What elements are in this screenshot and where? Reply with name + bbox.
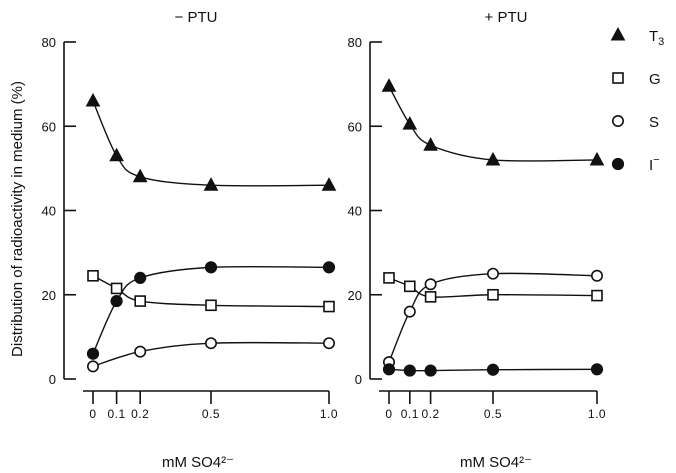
data-point — [402, 116, 418, 130]
series-s — [382, 267, 603, 369]
data-point — [403, 305, 416, 318]
legend-item-s: S — [611, 114, 659, 131]
data-point — [591, 289, 603, 302]
data-point — [424, 291, 437, 303]
data-point — [403, 280, 416, 293]
x-tick-label: 0 — [385, 407, 392, 421]
panel-minus-ptu: − PTU 0 20 40 60 80 0 0.1 0.2 0.5 1.0 mM SO4²⁻ — [42, 9, 338, 471]
x-tick-label: 0.2 — [422, 407, 440, 421]
data-point — [87, 269, 99, 282]
data-point — [321, 177, 337, 191]
series-g — [87, 269, 335, 313]
x-tick-label: 0 — [89, 407, 96, 421]
x-tick-label: 0.5 — [484, 407, 502, 421]
data-point — [590, 363, 604, 376]
data-point — [424, 278, 437, 291]
y-tick-label: 0 — [49, 372, 56, 387]
data-point — [110, 282, 123, 295]
series-s — [87, 337, 335, 373]
data-point — [134, 271, 147, 284]
data-point — [486, 267, 499, 280]
series-i — [382, 363, 604, 377]
y-tick-label: 20 — [42, 288, 56, 303]
x-axis-title: mM SO4²⁻ — [162, 454, 234, 471]
data-point — [382, 363, 396, 376]
data-point — [86, 347, 100, 360]
x-tick-label: 0.1 — [401, 407, 419, 421]
series-line — [388, 272, 598, 363]
legend-marker — [611, 157, 625, 171]
series-t3 — [85, 92, 337, 191]
data-point — [403, 364, 416, 377]
y-tick-label: 60 — [42, 119, 56, 134]
data-point — [383, 272, 395, 284]
x-tick-label: 1.0 — [588, 407, 606, 421]
x-tick-label: 0.2 — [131, 407, 149, 421]
data-point — [424, 364, 437, 377]
y-tick-label: 40 — [42, 204, 56, 219]
y-tick-label: 20 — [348, 288, 362, 303]
legend-item-t3: T3 — [610, 26, 664, 48]
data-point — [590, 269, 603, 282]
data-point — [487, 288, 499, 301]
data-point — [110, 294, 123, 308]
data-point — [322, 337, 335, 350]
legend-marker — [612, 72, 624, 84]
series-i — [86, 261, 336, 360]
data-point — [323, 300, 335, 313]
x-tick-label: 0.5 — [202, 407, 220, 421]
legend-marker — [610, 26, 626, 41]
legend-label: G — [649, 71, 661, 88]
y-tick-label: 40 — [348, 204, 362, 219]
series-t3 — [381, 78, 605, 166]
data-point — [85, 92, 101, 107]
x-tick-label: 1.0 — [320, 407, 338, 421]
data-point — [381, 78, 397, 92]
y-tick-label: 60 — [348, 119, 362, 134]
legend-label: T3 — [649, 28, 664, 48]
x-axis-title: mM SO4²⁻ — [460, 454, 532, 471]
legend-item-g: G — [612, 71, 661, 88]
legend-label: I− — [649, 154, 660, 174]
legend-item-i: I− — [611, 154, 660, 174]
data-point — [204, 261, 218, 274]
y-axis-title: Distribution of radioactivity in medium … — [9, 81, 26, 357]
legend-label: S — [649, 114, 659, 131]
data-point — [589, 151, 605, 166]
panel-plus-ptu: + PTU 0 20 40 60 80 0 0.1 0.2 0.5 1.0 mM SO4²⁻ — [348, 9, 606, 471]
series-line — [92, 341, 330, 368]
series-g — [383, 272, 603, 303]
legend-marker — [611, 115, 624, 128]
legend: T3 G S I− — [610, 26, 664, 174]
series-line — [92, 100, 330, 187]
panel-title: + PTU — [485, 9, 528, 26]
data-point — [109, 147, 124, 162]
y-tick-label: 80 — [42, 35, 56, 50]
panel-title: − PTU — [175, 9, 218, 26]
data-point — [485, 151, 501, 166]
data-point — [134, 295, 146, 307]
y-tick-label: 0 — [355, 372, 362, 387]
x-tick-label: 0.1 — [108, 407, 126, 421]
data-point — [205, 337, 218, 350]
data-point — [132, 168, 148, 183]
series-line — [388, 85, 598, 162]
data-point — [322, 261, 336, 274]
data-point — [87, 360, 100, 373]
data-point — [205, 299, 217, 312]
y-tick-label: 80 — [348, 35, 362, 50]
data-point — [423, 137, 438, 151]
data-point — [203, 177, 219, 191]
data-point — [134, 345, 147, 358]
data-point — [486, 363, 500, 376]
